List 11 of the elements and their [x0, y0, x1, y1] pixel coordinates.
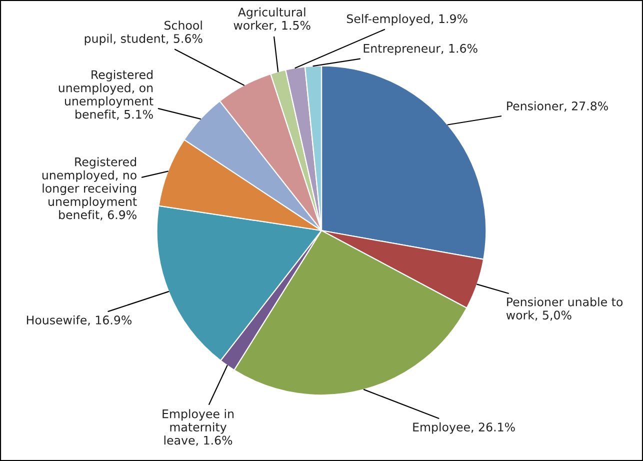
slice-label: Employee, 26.1%: [413, 422, 515, 434]
slice-label: Registered unemployed, on unemployment benefit, 5.1%: [58, 70, 154, 120]
slice-label: Registered unemployed, no longer receiving unemployment benefit, 6.9%: [42, 157, 137, 220]
slice-label: Self-employed, 1.9%: [346, 14, 468, 26]
slice-label: Housewife, 16.9%: [26, 315, 132, 326]
slice-label: Entrepreneur, 1.6%: [364, 44, 478, 56]
slice-label: School pupil, student, 5.6%: [84, 20, 202, 46]
slice-label: Pensioner, 27.8%: [507, 101, 608, 112]
slice-label: Employee in maternity leave, 1.6%: [162, 409, 234, 446]
slice-label: Agricultural worker, 1.5%: [234, 7, 310, 31]
slice-label: Pensioner unable to work, 5,0%: [506, 297, 623, 321]
